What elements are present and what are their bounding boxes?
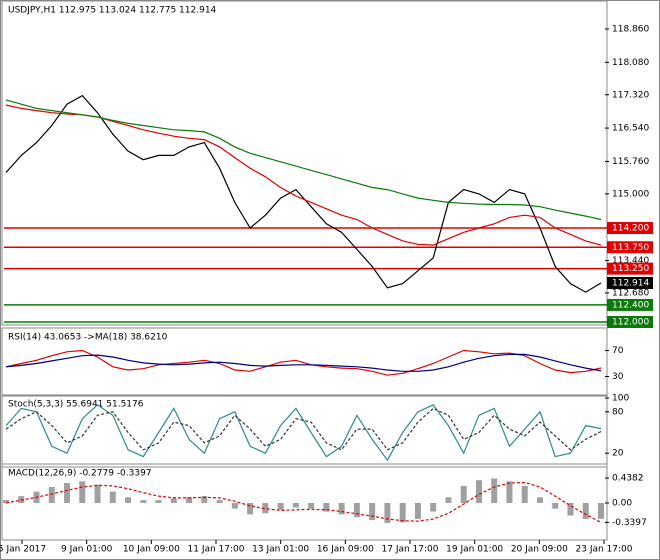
x-tick-label: 9 Jan 01:00	[61, 545, 113, 555]
x-tick-label: 13 Jan 01:00	[252, 545, 309, 555]
histogram-bar	[308, 502, 315, 509]
x-tick-label: 23 Jan 17:00	[576, 545, 633, 555]
histogram-bar	[338, 502, 345, 515]
y-tick-label: 118.080	[612, 58, 649, 68]
histogram-bar	[552, 502, 559, 509]
y-tick-label: 0.00	[612, 498, 632, 508]
histogram-bar	[399, 502, 406, 523]
panel	[1, 0, 608, 326]
series-line	[5, 404, 602, 462]
histogram-bar	[430, 502, 437, 512]
histogram-bar	[155, 500, 162, 503]
series-line	[5, 99, 602, 221]
y-tick-label: -0.3397	[612, 518, 647, 528]
x-tick-label: 11 Jan 17:00	[188, 545, 245, 555]
level-label: 113.250	[612, 264, 649, 274]
histogram-bar	[582, 502, 589, 519]
y-tick-label: 70	[612, 346, 624, 356]
x-tick-label: 5 Jan 2017	[0, 545, 46, 555]
y-tick-label: 112.680	[612, 288, 649, 298]
histogram-bar	[64, 483, 71, 503]
panel-title: MACD(12,26,9) -0.2779 -0.3397	[8, 469, 152, 479]
x-tick-label: 20 Jan 09:00	[511, 545, 568, 555]
histogram-bar	[384, 502, 391, 523]
panel	[1, 327, 608, 397]
y-tick-label: 115.760	[612, 157, 649, 167]
y-tick-label: 116.540	[612, 124, 649, 134]
y-tick-label: 118.860	[612, 24, 649, 34]
histogram-bar	[48, 487, 55, 503]
histogram-bar	[460, 485, 467, 503]
y-tick-label: 30	[612, 372, 624, 382]
current-price-label: 112.914	[612, 278, 649, 288]
panel	[1, 463, 608, 541]
histogram-bar	[109, 491, 116, 503]
x-tick-label: 17 Jan 17:00	[382, 545, 439, 555]
y-tick-label: 115.000	[612, 189, 649, 199]
histogram-bar	[216, 500, 223, 503]
level-tag	[607, 241, 653, 254]
level-label: 114.200	[612, 224, 649, 234]
level-tag	[607, 298, 653, 311]
histogram-bar	[506, 481, 513, 503]
histogram-bar	[170, 498, 177, 503]
level-label: 112.400	[612, 300, 649, 310]
histogram-bar	[231, 502, 238, 509]
histogram-bar	[262, 502, 269, 514]
histogram-bar	[94, 484, 101, 503]
series-line	[5, 481, 602, 523]
histogram-bar	[3, 500, 9, 503]
histogram-bar	[369, 502, 376, 521]
histogram-bar	[292, 502, 299, 508]
histogram-bar	[445, 497, 452, 503]
x-tick-label: 10 Jan 09:00	[123, 545, 180, 555]
y-tick-label: 20	[612, 449, 624, 459]
histogram-bar	[475, 480, 482, 503]
level-tag	[607, 316, 653, 329]
panel	[1, 394, 608, 468]
histogram-bar	[79, 481, 86, 503]
level-tag	[607, 222, 653, 235]
x-tick-label: 19 Jan 01:00	[446, 545, 503, 555]
current-tag	[607, 276, 653, 289]
y-tick-label: 117.320	[612, 90, 649, 100]
panel-title: RSI(14) 43.0653 ->MA(18) 38.6210	[8, 333, 168, 343]
histogram-bar	[598, 502, 604, 519]
series-line	[5, 94, 602, 293]
histogram-bar	[491, 478, 498, 503]
histogram-bar	[323, 502, 330, 512]
histogram-bar	[521, 485, 528, 503]
histogram-bar	[140, 500, 147, 503]
panel-title: USDJPY,H1 112.975 113.024 112.775 112.91…	[8, 6, 217, 16]
level-label: 112.000	[612, 318, 649, 328]
histogram-bar	[277, 502, 284, 510]
histogram-bar	[353, 502, 360, 518]
histogram-bar	[536, 497, 543, 503]
histogram-bar	[201, 496, 208, 503]
histogram-bar	[247, 502, 254, 515]
y-tick-label: 100	[612, 394, 629, 404]
x-tick-label: 16 Jan 09:00	[317, 545, 374, 555]
level-label: 113.750	[612, 243, 649, 253]
histogram-bar	[125, 497, 132, 503]
series-line	[5, 353, 602, 372]
histogram-bar	[186, 497, 193, 503]
level-tag	[607, 262, 653, 275]
series-line	[5, 349, 602, 376]
y-tick-label: 80	[612, 407, 624, 417]
histogram-bar	[567, 502, 574, 516]
histogram-bar	[414, 502, 421, 519]
y-tick-label: 0.4382	[612, 473, 644, 483]
y-tick-label: 113.440	[612, 256, 649, 266]
panel-title: Stoch(5,3,3) 55.6941 51.5176	[8, 400, 144, 410]
